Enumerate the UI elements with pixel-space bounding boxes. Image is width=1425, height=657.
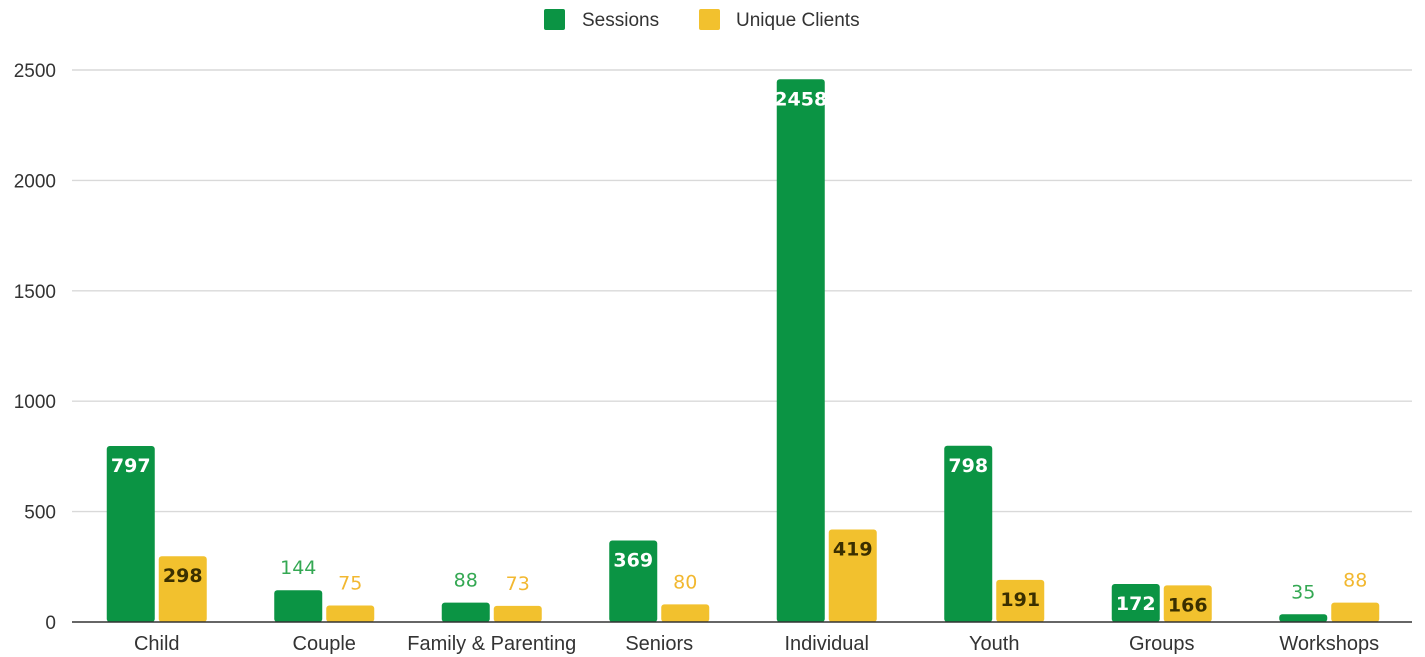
y-axis: 0 500 1000 1500 2000 2500 (14, 61, 56, 634)
bar-unique-clients[interactable] (1331, 602, 1380, 622)
data-label: 419 (833, 538, 873, 560)
bar-unique-clients[interactable] (326, 605, 375, 622)
x-tick-label: Couple (293, 633, 356, 655)
y-tick-label: 0 (45, 613, 56, 634)
data-label: 73 (506, 573, 530, 595)
x-tick-label: Youth (969, 633, 1019, 655)
bar-sessions[interactable] (609, 540, 658, 622)
y-tick-label: 2000 (14, 171, 56, 192)
legend-item-unique-clients[interactable]: Unique Clients (699, 9, 860, 31)
legend-swatch (544, 9, 565, 30)
x-tick-label: Groups (1129, 633, 1195, 655)
bar-unique-clients[interactable] (493, 605, 542, 622)
bar-unique-clients[interactable] (158, 556, 207, 622)
data-label: 298 (163, 565, 203, 587)
y-tick-label: 500 (24, 503, 56, 524)
legend: Sessions Unique Clients (544, 9, 860, 31)
data-label: 2458 (774, 88, 827, 110)
data-label: 75 (338, 572, 362, 594)
x-tick-label: Workshops (1279, 633, 1379, 655)
bar-sessions[interactable] (1279, 614, 1328, 622)
bar-sessions[interactable] (441, 602, 490, 622)
y-tick-label: 1000 (14, 392, 56, 413)
bar-unique-clients[interactable] (1163, 585, 1212, 622)
data-label: 172 (1116, 593, 1156, 615)
legend-item-sessions[interactable]: Sessions (544, 9, 659, 31)
bar-unique-clients[interactable] (828, 529, 877, 622)
bar-unique-clients[interactable] (996, 579, 1045, 622)
bar-sessions[interactable] (1111, 584, 1160, 622)
data-label: 80 (673, 571, 697, 593)
x-tick-label: Individual (784, 633, 869, 655)
data-label: 144 (280, 557, 316, 579)
bar-sessions[interactable] (944, 445, 993, 622)
data-label: 88 (1343, 570, 1367, 592)
bar-sessions[interactable] (776, 79, 825, 622)
x-tick-label: Child (134, 633, 180, 655)
bar-unique-clients[interactable] (661, 604, 710, 622)
data-label: 797 (111, 455, 151, 477)
x-tick-label: Seniors (625, 633, 693, 655)
data-label: 369 (613, 550, 653, 572)
y-tick-label: 2500 (14, 61, 56, 82)
data-label: 191 (1000, 589, 1040, 611)
data-label: 88 (454, 570, 478, 592)
legend-swatch (699, 9, 720, 30)
gridlines (72, 69, 1412, 513)
bar-sessions[interactable] (274, 590, 323, 622)
y-tick-label: 1500 (14, 282, 56, 303)
bar-sessions[interactable] (106, 446, 155, 622)
data-label: 798 (948, 455, 988, 477)
data-label: 166 (1168, 594, 1208, 616)
legend-label: Sessions (582, 10, 659, 31)
x-axis: Child Couple Family & Parenting Seniors Indi… (72, 621, 1412, 655)
bars (106, 79, 1380, 622)
legend-label: Unique Clients (736, 10, 860, 31)
data-labels: 797 298 144 75 88 73 369 80 2458 419 798 191 172 166 3… (111, 88, 1367, 616)
data-label: 35 (1291, 581, 1315, 603)
x-tick-label: Family & Parenting (407, 633, 576, 655)
